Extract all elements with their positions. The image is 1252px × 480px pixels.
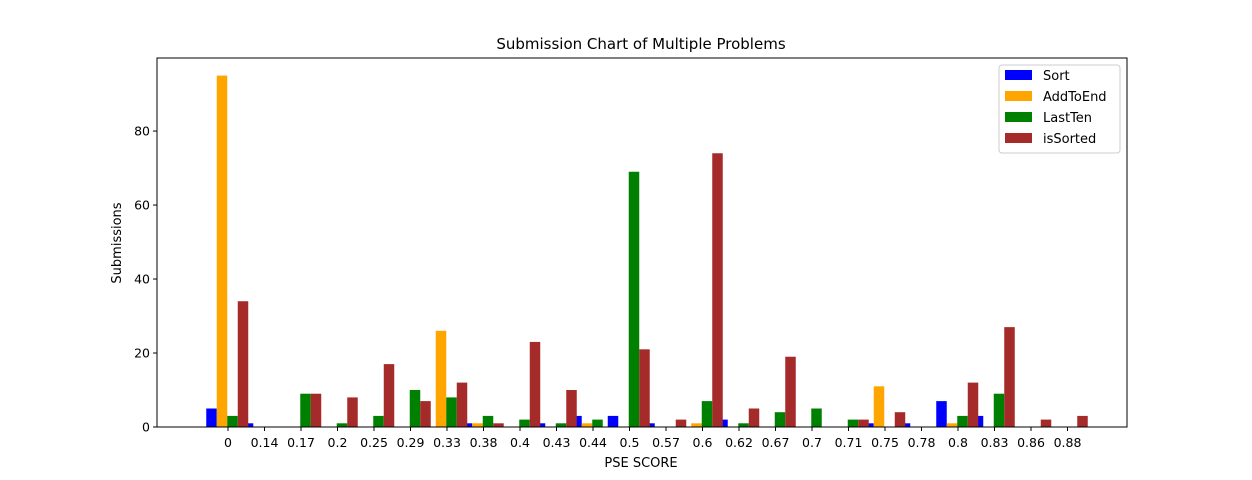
x-axis: 0 0.14 0.17 0.2 0.25 0.29 0.33 0.38 0.4 0.43 0.44 0…	[224, 427, 1081, 450]
y-tick-label-3: 60	[134, 198, 150, 213]
bar-issorted-14	[748, 408, 760, 427]
bar-addtoend-10	[581, 423, 593, 427]
x-tick-label-7: 0.38	[470, 435, 498, 450]
bar-sort-11	[607, 415, 619, 427]
bar-issorted-9	[566, 390, 577, 427]
x-tick-label-23: 0.88	[1054, 435, 1082, 450]
x-tick-label-1: 0.14	[251, 435, 279, 450]
y-tick-label-0: 0	[142, 420, 150, 435]
bar-lastten-9	[555, 423, 567, 427]
x-tick-label-15: 0.67	[762, 435, 790, 450]
x-tick-label-6: 0.33	[433, 435, 461, 450]
legend-swatch-addtoend	[1005, 91, 1032, 101]
bar-issorted-13	[712, 153, 723, 427]
bar-addtoend-0	[216, 75, 228, 427]
bar-sort-20	[936, 401, 947, 427]
x-tick-label-19: 0.78	[908, 435, 936, 450]
bar-lastten-5	[409, 390, 421, 427]
legend-label-sort: Sort	[1043, 69, 1070, 84]
bar-lastten-16	[811, 408, 822, 427]
bar-addtoend-13	[691, 423, 702, 427]
bar-addtoend-7	[472, 423, 483, 427]
x-tick-label-4: 0.25	[360, 435, 388, 450]
bars-group	[206, 75, 1088, 427]
bar-lastten-0	[227, 415, 238, 427]
x-tick-label-20: 0.8	[948, 435, 968, 450]
bar-addtoend-20	[946, 423, 958, 427]
y-tick-label-4: 80	[134, 124, 150, 139]
bar-issorted-12	[675, 419, 687, 427]
bar-lastten-8	[519, 419, 530, 427]
bar-issorted-0	[237, 301, 249, 427]
bar-issorted-6	[456, 382, 468, 427]
x-tick-label-17: 0.71	[835, 435, 863, 450]
x-tick-label-14: 0.62	[725, 435, 753, 450]
chart-title: Submission Chart of Multiple Problems	[496, 35, 785, 53]
bar-lastten-4	[373, 415, 384, 427]
bar-lastten-20	[957, 415, 968, 427]
x-tick-label-21: 0.83	[981, 435, 1009, 450]
plot-frame	[156, 57, 1128, 428]
bar-issorted-3	[347, 397, 358, 427]
bar-issorted-7	[493, 423, 504, 427]
x-tick-label-8: 0.4	[510, 435, 530, 450]
bar-issorted-4	[383, 364, 395, 427]
bar-lastten-6	[446, 397, 457, 427]
x-tick-label-22: 0.86	[1017, 435, 1045, 450]
bar-lastten-10	[592, 419, 603, 427]
y-tick-label-2: 40	[134, 272, 150, 287]
x-tick-label-12: 0.57	[652, 435, 680, 450]
legend-label-issorted: isSorted	[1043, 132, 1096, 147]
x-tick-label-9: 0.43	[543, 435, 571, 450]
bar-issorted-15	[785, 356, 796, 427]
bar-lastten-17	[847, 419, 859, 427]
x-tick-label-16: 0.7	[802, 435, 822, 450]
x-tick-label-13: 0.6	[693, 435, 713, 450]
bar-lastten-3	[336, 423, 348, 427]
x-axis-label: PSE SCORE	[604, 456, 677, 471]
legend-label-lastten: LastTen	[1043, 111, 1092, 126]
legend-swatch-lastten	[1005, 112, 1032, 122]
y-axis: 0 20 40 60 80	[134, 124, 157, 435]
x-tick-label-2: 0.17	[287, 435, 315, 450]
bar-lastten-14	[738, 423, 749, 427]
x-tick-label-0: 0	[224, 435, 232, 450]
x-tick-label-5: 0.29	[397, 435, 425, 450]
legend-swatch-sort	[1005, 70, 1032, 80]
bar-issorted-23	[1077, 415, 1088, 427]
bar-issorted-22	[1040, 419, 1052, 427]
legend: Sort AddToEnd LastTen isSorted	[998, 64, 1121, 154]
y-axis-label: Submissions	[110, 202, 125, 283]
x-tick-label-3: 0.2	[328, 435, 348, 450]
legend-box	[998, 64, 1121, 154]
bar-lastten-11	[628, 171, 640, 427]
x-tick-label-11: 0.5	[620, 435, 640, 450]
bar-issorted-17	[858, 419, 869, 427]
x-tick-label-10: 0.44	[579, 435, 607, 450]
bar-addtoend-6	[435, 330, 447, 427]
legend-swatch-issorted	[1005, 133, 1032, 143]
bar-lastten-7	[482, 415, 494, 427]
bar-lastten-15	[774, 412, 786, 427]
bar-issorted-18	[894, 412, 906, 427]
y-tick-label-1: 20	[134, 346, 150, 361]
legend-label-addtoend: AddToEnd	[1043, 90, 1107, 105]
bar-lastten-21	[993, 393, 1005, 427]
bar-sort-0	[206, 408, 217, 427]
bar-issorted-11	[639, 349, 650, 427]
x-tick-label-18: 0.75	[871, 435, 899, 450]
bar-issorted-2	[310, 393, 322, 427]
bar-issorted-8	[529, 341, 541, 427]
bar-lastten-13	[701, 401, 713, 427]
bar-issorted-5	[420, 401, 431, 427]
bar-lastten-2	[300, 393, 311, 427]
bar-issorted-21	[1004, 327, 1015, 427]
bar-addtoend-18	[873, 386, 885, 427]
bar-issorted-20	[967, 382, 979, 427]
